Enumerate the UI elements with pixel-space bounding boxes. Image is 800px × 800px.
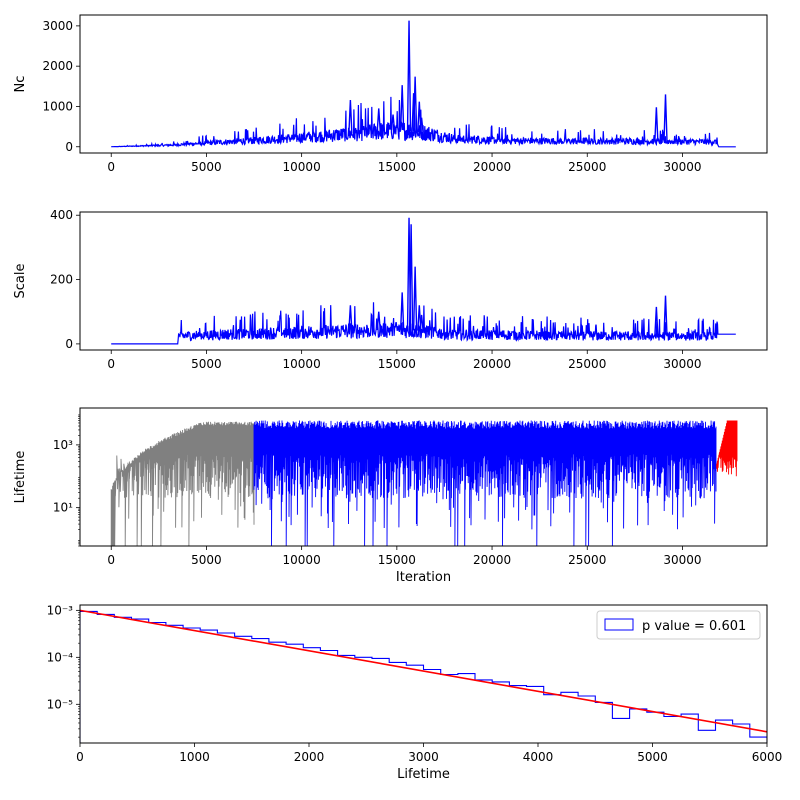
y-tick-label: 3000: [42, 19, 73, 33]
x-tick-label: 30000: [663, 553, 701, 567]
panel-lifetime: 0 5000 10000 15000 20000 25000 30000 10¹ 10³ Life…: [13, 407, 768, 585]
series-line: [111, 96, 736, 148]
x-tick-label: 15000: [378, 160, 416, 174]
legend: p value = 0.601: [596, 610, 761, 640]
y-tick-label: 10¹: [53, 501, 73, 515]
legend-label: p value = 0.601: [642, 619, 746, 634]
x-tick-label: 20000: [473, 357, 511, 371]
y-tick-label: 10⁻³: [47, 603, 74, 617]
x-tick-label: 20000: [473, 160, 511, 174]
y-tick-label: 0: [65, 337, 73, 351]
x-tick-label: 5000: [191, 357, 222, 371]
lifetime-series-2: [716, 420, 738, 477]
spike: [348, 99, 353, 134]
panels: 0 5000 10000 15000 20000 25000 300000100020003…: [13, 14, 783, 782]
x-tick-label: 30000: [663, 160, 701, 174]
y-axis-label: Scale: [13, 264, 28, 299]
y-tick-label: 1000: [42, 99, 73, 113]
x-axis-label: Lifetime: [397, 767, 450, 782]
axes-frame: [79, 14, 768, 154]
spike: [390, 114, 396, 131]
x-tick-label: 3000: [408, 750, 439, 764]
axes-frame: [79, 211, 768, 351]
x-tick-label: 0: [107, 357, 115, 371]
spike: [348, 305, 353, 331]
x-tick-label: 15000: [378, 357, 416, 371]
spike: [663, 295, 668, 336]
x-tick-label: 10000: [283, 160, 321, 174]
x-tick-label: 25000: [568, 357, 606, 371]
panel-scale: 0 5000 10000 15000 20000 25000 30000 0 200 400 Sca…: [13, 208, 768, 371]
spike: [654, 306, 659, 336]
lifetime-series-0: [110, 421, 255, 546]
spike: [376, 311, 381, 331]
x-tick-label: 2000: [294, 750, 325, 764]
x-tick-label: 20000: [473, 553, 511, 567]
y-tick-label: 400: [50, 208, 73, 222]
y-axis-label: Nc: [13, 76, 28, 93]
x-tick-label: 0: [107, 553, 115, 567]
fit-line: [80, 609, 767, 733]
legend-box: [596, 610, 761, 640]
spike: [376, 108, 381, 132]
y-tick-label: 10⁻⁴: [47, 650, 74, 664]
y-tick-label: 10⁻⁵: [47, 697, 74, 711]
spike: [654, 107, 659, 142]
x-tick-label: 15000: [378, 553, 416, 567]
x-tick-label: 0: [76, 750, 84, 764]
spike: [406, 20, 412, 132]
lifetime-series-1: [253, 420, 717, 546]
panel-nc: 0 5000 10000 15000 20000 25000 30000 0 1000 2000 3…: [13, 14, 768, 174]
y-tick-label: 2000: [42, 59, 73, 73]
x-axis-label: Iteration: [396, 570, 451, 585]
spike: [408, 224, 414, 331]
y-tick-label: 200: [50, 273, 73, 287]
y-tick-label: 10³: [53, 438, 73, 452]
legend-swatch: [604, 618, 634, 631]
spike: [419, 314, 424, 331]
x-tick-label: 10000: [283, 357, 321, 371]
series-line: [111, 302, 736, 345]
spike: [411, 93, 416, 132]
x-tick-label: 5000: [637, 750, 668, 764]
y-axis-label: Lifetime: [13, 451, 28, 504]
spike: [399, 292, 405, 330]
spike: [417, 101, 422, 133]
x-tick-label: 0: [107, 160, 115, 174]
x-tick-label: 6000: [752, 750, 783, 764]
x-tick-label: 4000: [523, 750, 554, 764]
x-tick-label: 25000: [568, 553, 606, 567]
x-tick-label: 25000: [568, 160, 606, 174]
x-tick-label: 5000: [191, 160, 222, 174]
panel-lifetime-hist: p value = 0.601 0 1000 2000 3000 4000 5000 6000…: [47, 603, 783, 782]
x-tick-label: 5000: [191, 553, 222, 567]
axes-frame: [79, 407, 768, 547]
x-tick-label: 1000: [179, 750, 210, 764]
y-tick-label: 0: [65, 140, 73, 154]
x-tick-label: 10000: [283, 553, 321, 567]
spike: [419, 117, 424, 133]
spike: [399, 85, 405, 131]
x-tick-label: 30000: [663, 357, 701, 371]
spike: [412, 266, 418, 331]
spike: [663, 94, 668, 142]
